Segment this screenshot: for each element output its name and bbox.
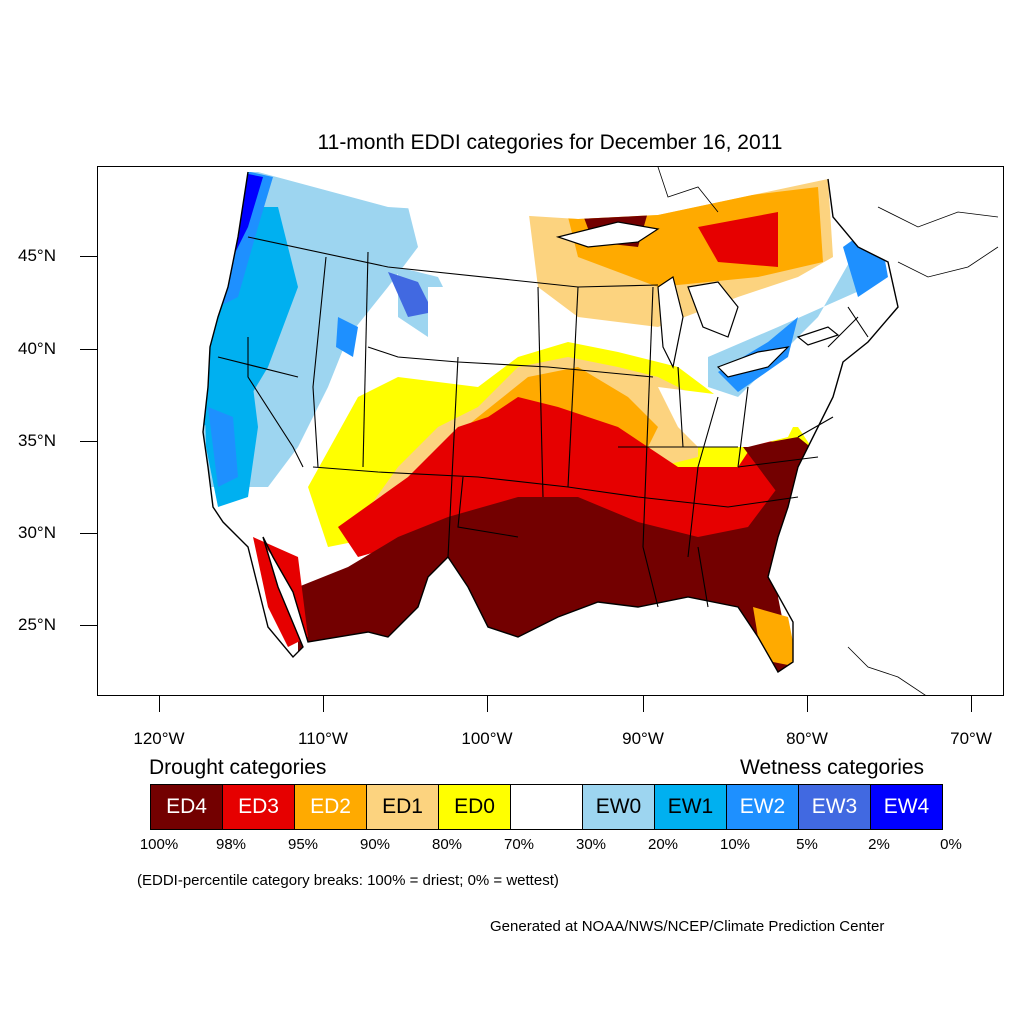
great-lakes — [555, 221, 840, 378]
lat-label-35: 35°N — [18, 431, 56, 450]
lat-tick — [80, 533, 97, 534]
legend-ed4: ED4 — [150, 784, 223, 830]
boundaries — [217, 236, 869, 608]
break-label: 2% — [868, 836, 890, 853]
legend-ed2: ED2 — [294, 784, 367, 830]
legend-ew3: EW3 — [798, 784, 871, 830]
legend-ed0: ED0 — [438, 784, 511, 830]
legend-ew4: EW4 — [870, 784, 943, 830]
lon-label-100: 100°W — [461, 729, 513, 748]
lat-label-40: 40°N — [18, 339, 56, 358]
break-label: 0% — [940, 836, 962, 853]
break-label: 10% — [719, 836, 751, 853]
lon-label-80: 80°W — [786, 729, 828, 748]
lon-tick — [159, 696, 160, 712]
legend-ew2: EW2 — [726, 784, 799, 830]
legend-ed1: ED1 — [366, 784, 439, 830]
lat-tick — [80, 256, 97, 257]
legend-ew0: EW0 — [582, 784, 655, 830]
lon-tick — [807, 696, 808, 712]
break-label: 5% — [796, 836, 818, 853]
lat-tick — [80, 349, 97, 350]
break-label: 95% — [287, 836, 319, 853]
drought-heading: Drought categories — [149, 756, 327, 779]
canada-coast — [657, 167, 999, 695]
lat-label-25: 25°N — [18, 615, 56, 634]
lat-label-30: 30°N — [18, 523, 56, 542]
eddi-field — [203, 172, 898, 672]
map-canvas — [202, 167, 999, 695]
break-label: 20% — [647, 836, 679, 853]
lon-label-70: 70°W — [950, 729, 992, 748]
lat-tick — [80, 441, 97, 442]
lat-label-45: 45°N — [18, 246, 56, 265]
eddi-map — [97, 166, 1004, 696]
break-label: 30% — [575, 836, 607, 853]
lon-tick — [643, 696, 644, 712]
break-label: 90% — [359, 836, 391, 853]
break-label: 70% — [503, 836, 535, 853]
credit-line: Generated at NOAA/NWS/NCEP/Climate Predi… — [490, 918, 885, 935]
lon-label-120: 120°W — [133, 729, 185, 748]
coastline — [202, 171, 899, 673]
wetness-heading: Wetness categories — [740, 756, 925, 779]
break-label: 98% — [215, 836, 247, 853]
map-title: 11-month EDDI categories for December 16… — [317, 131, 783, 154]
category-legend: ED4 ED3 ED2 ED1 ED0 EW0 EW1 EW2 EW3 EW4 — [150, 784, 943, 830]
lat-tick — [80, 625, 97, 626]
legend-ew1: EW1 — [654, 784, 727, 830]
break-label: 80% — [431, 836, 463, 853]
legend-normal — [510, 784, 583, 830]
lon-tick — [487, 696, 488, 712]
break-label: 100% — [139, 836, 179, 853]
category-note: (EDDI-percentile category breaks: 100% =… — [137, 872, 559, 889]
lon-label-90: 90°W — [622, 729, 664, 748]
lon-tick — [971, 696, 972, 712]
legend-ed3: ED3 — [222, 784, 295, 830]
lon-label-110: 110°W — [298, 729, 348, 748]
lon-tick — [323, 696, 324, 712]
